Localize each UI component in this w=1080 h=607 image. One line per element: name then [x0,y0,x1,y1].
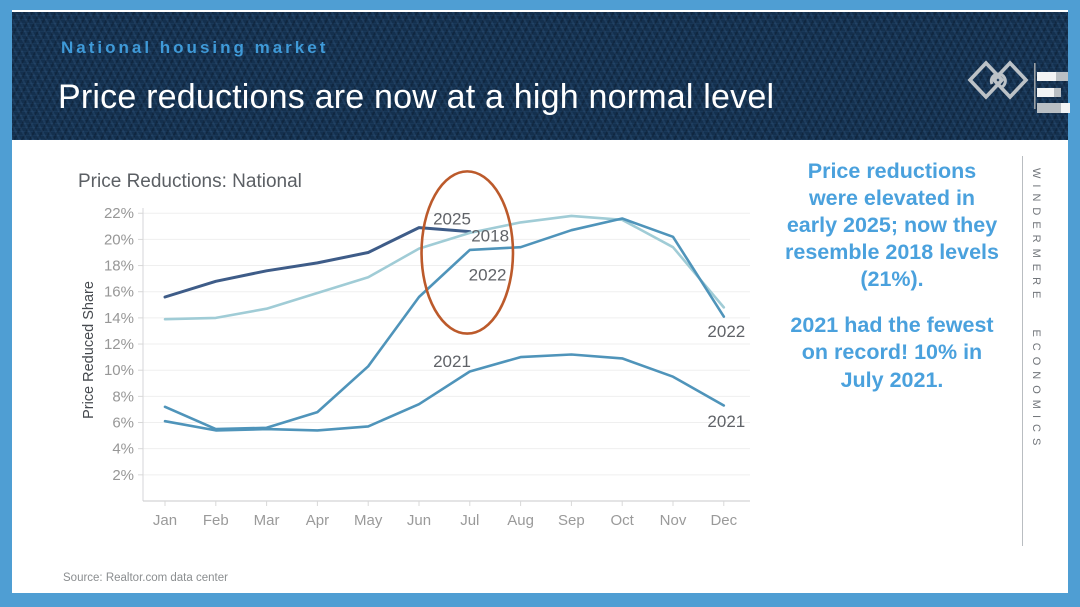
highlight-ellipse [420,170,515,335]
header-eyebrow: National housing market [61,38,329,57]
y-tick-label: 18% [104,258,134,275]
x-tick-label: Sep [558,512,585,529]
x-tick-label: Aug [507,512,534,529]
windermere-economics-logo-icon [967,60,1070,113]
logo-diamond-left [967,60,1005,100]
takeaway-paragraph-2: 2021 had the fewest on record! 10% in Ju… [790,313,994,392]
x-tick-label: Jan [153,512,177,529]
y-tick-label: 4% [112,441,134,458]
takeaway-notes: Price reductions were elevated in early … [766,158,1018,413]
logo-barchart-icon [1034,63,1070,113]
y-tick-label: 6% [112,415,134,432]
series-line-2021 [163,353,726,432]
vertical-divider [1022,156,1023,546]
y-tick-label: 12% [104,336,134,353]
x-tick-label: Nov [660,512,687,529]
x-tick-label: Jun [407,512,431,529]
series-line-2025 [163,226,472,299]
y-tick-label: 2% [112,467,134,484]
series-label-2025: 2025 [433,209,471,228]
header-band: National housing market Price reductions… [12,12,1070,140]
y-tick-label: 8% [112,388,134,405]
series-line-2018 [163,214,726,321]
y-tick-label: 14% [104,310,134,327]
y-tick-label: 22% [104,205,134,222]
x-tick-label: Jul [460,512,479,529]
x-tick-label: Mar [254,512,280,529]
y-tick-label: 10% [104,362,134,379]
page-title: Price reductions are now at a high norma… [58,78,775,116]
series-label-2021: 2021 [707,412,745,431]
series-label-2022: 2022 [707,322,745,341]
x-tick-label: Apr [306,512,329,529]
series-label-2021: 2021 [433,352,471,371]
logo-curl [989,72,1007,89]
slide: National housing market Price reductions… [12,10,1070,593]
series-label-2018: 2018 [471,226,509,245]
watermark-text: WINDERMERE ECONOMICS [1030,168,1042,452]
series-label-2022: 2022 [469,266,507,285]
source-note: Source: Realtor.com data center [63,572,228,584]
x-tick-label: Oct [611,512,635,529]
x-tick-label: Feb [203,512,229,529]
chart-title: Price Reductions: National [78,171,302,192]
takeaway-paragraph-1: Price reductions were elevated in early … [785,159,999,292]
price-reductions-chart: 22% 20% 18% 16% 14% 12% 10% 8% 6% 4% 2% Jan Feb Mar Ap… [104,170,750,529]
x-tick-label: Dec [710,512,737,529]
y-tick-label: 20% [104,231,134,248]
logo-diamond-right [991,60,1029,100]
y-tick-label: 16% [104,284,134,301]
x-tick-label: May [354,512,383,529]
